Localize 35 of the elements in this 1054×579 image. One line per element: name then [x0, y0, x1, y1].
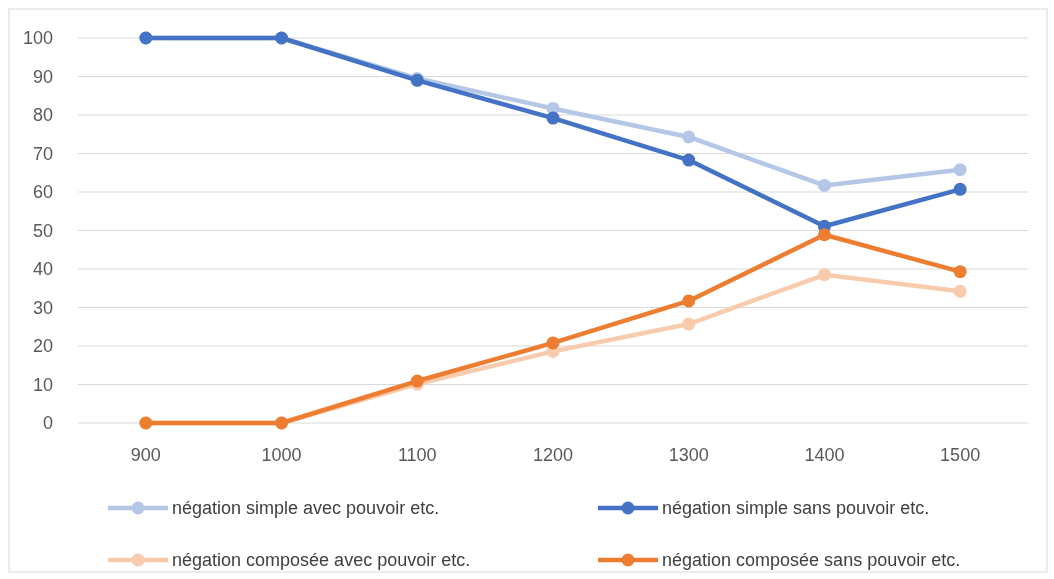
x-tick-label: 1500 — [940, 445, 981, 465]
y-tick-label: 60 — [32, 182, 53, 203]
x-tick-label: 1100 — [397, 445, 437, 465]
point — [953, 182, 967, 196]
point — [546, 111, 560, 125]
point — [953, 284, 967, 298]
y-tick-label: 30 — [32, 297, 53, 318]
x-tick-label: 1400 — [804, 445, 845, 465]
point — [817, 228, 831, 242]
y-tick-label: 50 — [32, 220, 53, 241]
point — [953, 265, 967, 279]
point — [953, 163, 967, 177]
legend-label: négation composée sans pouvoir etc. — [662, 550, 961, 571]
y-tick-label: 90 — [32, 66, 53, 87]
x-tick-label: 1300 — [668, 445, 709, 465]
y-tick-label: 40 — [32, 259, 53, 280]
legend-label: négation composée avec pouvoir etc. — [172, 550, 471, 571]
point — [682, 294, 696, 308]
y-tick-label: 10 — [32, 374, 53, 395]
y-tick-label: 0 — [42, 413, 53, 434]
point — [682, 153, 696, 167]
legend-label: négation simple sans pouvoir etc. — [662, 498, 930, 519]
point — [682, 130, 696, 144]
y-tick-label: 20 — [32, 336, 53, 357]
legend-label: négation simple avec pouvoir etc. — [172, 498, 440, 519]
point — [817, 178, 831, 192]
point — [817, 268, 831, 282]
x-tick-label: 1200 — [532, 445, 574, 465]
x-tick-label: 1000 — [261, 445, 302, 465]
y-tick-label: 100 — [22, 28, 53, 49]
point — [546, 336, 560, 350]
point — [682, 317, 696, 331]
y-tick-label: 70 — [32, 143, 53, 164]
x-tick-label: 900 — [130, 445, 161, 465]
y-tick-label: 80 — [32, 105, 53, 126]
